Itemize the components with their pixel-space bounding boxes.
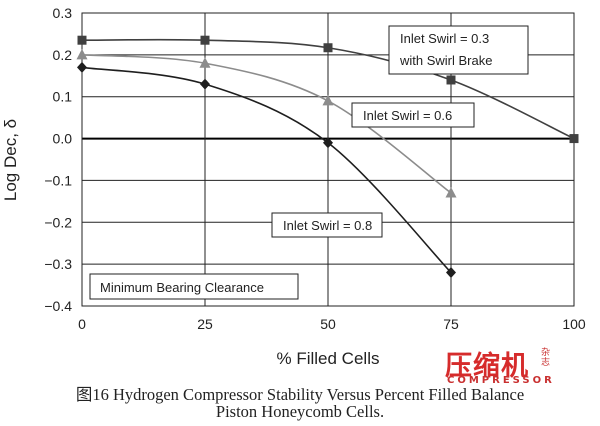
annotation-text: Minimum Bearing Clearance	[100, 280, 264, 295]
data-point-inlet-swirl-0-3-with-swirl-brake	[323, 43, 333, 53]
data-point-inlet-swirl-0-8	[323, 137, 333, 149]
plot-frame	[81, 12, 575, 307]
data-point-inlet-swirl-0-6	[445, 186, 457, 198]
watermark-logo-text: 压缩机	[445, 351, 529, 382]
series-label-box-inlet-swirl-0-8	[271, 212, 383, 238]
y-tick-label: 0.0	[53, 131, 73, 147]
data-point-inlet-swirl-0-3-with-swirl-brake	[569, 134, 579, 144]
y-tick-label: −0.4	[44, 298, 72, 314]
x-tick-label: 0	[78, 316, 86, 332]
y-tick-label: −0.2	[44, 214, 72, 230]
series-markers	[76, 35, 579, 279]
watermark-logo-side: 杂志	[541, 348, 551, 368]
series-label-inlet-swirl-0-6: Inlet Swirl = 0.6	[363, 108, 452, 123]
series-label-inlet-swirl-0-3-with-swirl-brake: with Swirl Brake	[399, 53, 492, 68]
data-point-inlet-swirl-0-8	[446, 267, 456, 279]
series-labels: Inlet Swirl = 0.3 with Swirl Brake Inlet S…	[89, 25, 529, 300]
data-point-inlet-swirl-0-6	[322, 94, 334, 106]
series-line-inlet-swirl-0-8	[81, 66, 452, 274]
annotation-box	[89, 273, 299, 300]
y-tick-label: −0.1	[44, 172, 72, 188]
y-tick-label: −0.3	[44, 256, 72, 272]
data-point-inlet-swirl-0-8	[200, 78, 210, 90]
y-tick-label: 0.3	[53, 5, 73, 21]
x-tick-labels: 0 25 50 75 100	[78, 316, 586, 332]
data-point-inlet-swirl-0-8	[77, 61, 87, 73]
data-point-inlet-swirl-0-3-with-swirl-brake	[77, 35, 87, 45]
chart: Inlet Swirl = 0.3 with Swirl Brake Inlet S…	[1, 5, 586, 368]
y-axis-label: Log Dec, δ	[1, 119, 20, 201]
x-tick-label: 25	[197, 316, 213, 332]
watermark-logo-subtext: COMPRESSOR	[447, 375, 555, 386]
series-line-inlet-swirl-0-6	[81, 54, 452, 194]
x-tick-label: 100	[562, 316, 586, 332]
series-label-box-inlet-swirl-0-6	[351, 102, 475, 128]
figure-caption-line-2: Piston Honeycomb Cells.	[215, 402, 385, 421]
data-point-inlet-swirl-0-3-with-swirl-brake	[200, 35, 210, 45]
series-label-box-inlet-swirl-0-3-with-swirl-brake	[388, 25, 529, 75]
x-tick-label: 75	[443, 316, 459, 332]
data-point-inlet-swirl-0-3-with-swirl-brake	[446, 75, 456, 85]
x-tick-label: 50	[320, 316, 336, 332]
x-axis-label: % Filled Cells	[277, 349, 380, 368]
y-tick-label: 0.1	[53, 89, 73, 105]
data-point-inlet-swirl-0-6	[199, 57, 211, 68]
series-label-inlet-swirl-0-3-with-swirl-brake: Inlet Swirl = 0.3	[400, 31, 489, 46]
figure-caption-line-1: 图16 Hydrogen Compressor Stability Versus…	[75, 385, 525, 404]
y-tick-label: 0.2	[53, 47, 73, 63]
y-tick-labels: −0.4 −0.3 −0.2 −0.1 0.0 0.1 0.2 0.3	[44, 5, 72, 314]
data-point-inlet-swirl-0-6	[76, 48, 88, 60]
series-label-inlet-swirl-0-8: Inlet Swirl = 0.8	[283, 218, 372, 233]
